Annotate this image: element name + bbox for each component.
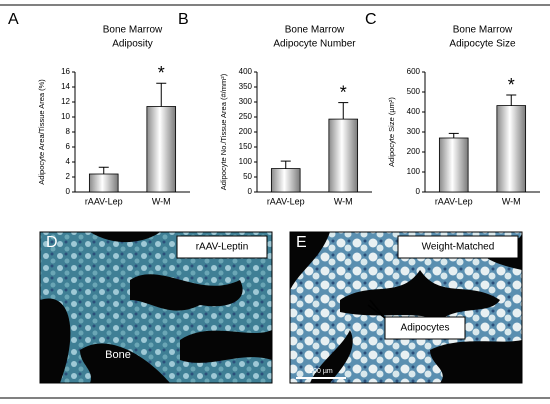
y-tick-label: 50 xyxy=(243,172,252,181)
significance-marker: * xyxy=(158,63,165,83)
caption-box xyxy=(176,235,268,259)
y-tick-label: 400 xyxy=(239,67,253,76)
y-tick-label: 600 xyxy=(407,67,421,76)
bar xyxy=(270,168,301,193)
annotation: Bone xyxy=(105,349,131,361)
caption: rAAV-Leptin xyxy=(196,242,249,253)
x-tick-label: W-M xyxy=(502,196,521,206)
y-tick-label: 14 xyxy=(61,82,70,91)
y-tick-label: 0 xyxy=(66,187,71,196)
y-tick-label: 100 xyxy=(407,167,421,176)
chart-title: Bone Marrow xyxy=(285,25,345,36)
bar xyxy=(438,137,469,193)
significance-marker: * xyxy=(340,82,347,102)
chart-title: Bone Marrow xyxy=(103,25,163,36)
y-tick-label: 100 xyxy=(239,157,253,166)
panel-label: E xyxy=(296,234,307,251)
caption: Weight-Matched xyxy=(422,242,495,253)
bar xyxy=(88,173,119,193)
chart-title: Adipocyte Size xyxy=(449,39,516,50)
y-tick-label: 4 xyxy=(66,157,71,166)
y-tick-label: 350 xyxy=(239,82,253,91)
significance-marker: * xyxy=(508,75,515,95)
scale-bar-label: 200 µm xyxy=(309,368,333,375)
y-tick-label: 200 xyxy=(239,127,253,136)
y-tick-label: 16 xyxy=(61,67,70,76)
y-tick-label: 0 xyxy=(416,187,421,196)
x-tick-label: rAAV-Lep xyxy=(267,196,305,206)
bar xyxy=(146,106,177,193)
annotation: Adipocytes xyxy=(401,323,450,334)
y-tick-label: 400 xyxy=(407,107,421,116)
panel-label: D xyxy=(46,234,58,251)
y-tick-label: 12 xyxy=(61,97,70,106)
y-tick-label: 300 xyxy=(239,97,253,106)
y-axis-label: Adipocyte Area/Tissue Area (%) xyxy=(37,79,46,185)
y-axis-label: Adipocyte No./Tissue Area (#/mm²) xyxy=(219,73,228,190)
chart-title: Bone Marrow xyxy=(453,25,513,36)
y-tick-label: 300 xyxy=(407,127,421,136)
y-tick-label: 6 xyxy=(66,142,71,151)
panel-label: C xyxy=(365,11,377,28)
y-tick-label: 0 xyxy=(248,187,253,196)
y-tick-label: 250 xyxy=(239,112,253,121)
y-tick-label: 2 xyxy=(66,172,71,181)
chart-title: Adiposity xyxy=(112,39,153,50)
y-tick-label: 150 xyxy=(239,142,253,151)
chart-title: Adipocyte Number xyxy=(273,39,356,50)
caption-box xyxy=(397,235,519,259)
x-tick-label: rAAV-Lep xyxy=(435,196,473,206)
x-tick-label: W-M xyxy=(334,196,353,206)
annotation-box xyxy=(384,316,466,340)
y-tick-label: 8 xyxy=(66,127,71,136)
y-tick-label: 10 xyxy=(61,112,70,121)
bar xyxy=(328,118,359,193)
x-tick-label: rAAV-Lep xyxy=(85,196,123,206)
y-tick-label: 200 xyxy=(407,147,421,156)
x-tick-label: W-M xyxy=(152,196,171,206)
y-tick-label: 500 xyxy=(407,87,421,96)
panel-label: B xyxy=(178,11,189,28)
y-axis-label: Adipocyte Size (µm²) xyxy=(387,97,396,167)
panel-label: A xyxy=(8,11,19,28)
arrow xyxy=(367,299,386,319)
bar xyxy=(496,105,527,193)
